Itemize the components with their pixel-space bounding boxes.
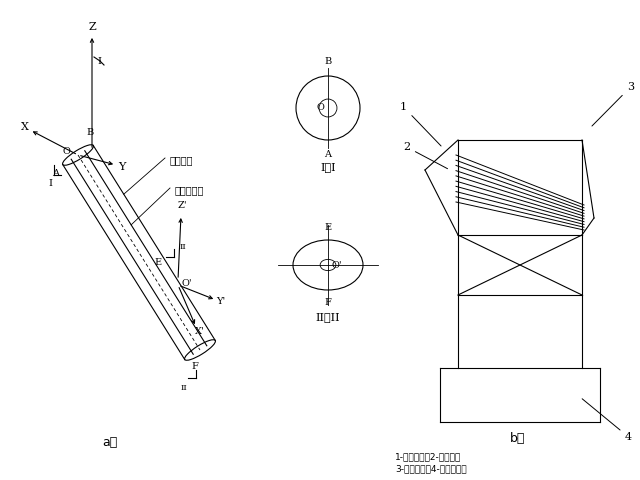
Text: Y': Y' — [216, 298, 226, 307]
Text: 3: 3 — [592, 82, 634, 126]
Text: F: F — [191, 362, 198, 371]
Text: Z: Z — [88, 22, 96, 32]
Text: X': X' — [195, 327, 205, 336]
Text: b）: b） — [510, 432, 525, 444]
Text: A: A — [52, 168, 60, 178]
Text: 锚固中心线: 锚固中心线 — [175, 185, 204, 195]
Text: E: E — [324, 223, 332, 232]
Text: B: B — [324, 57, 332, 66]
Text: a）: a） — [102, 435, 118, 448]
Text: 2: 2 — [403, 142, 447, 168]
Text: 1: 1 — [400, 102, 441, 146]
Text: II: II — [180, 243, 187, 251]
Text: O': O' — [182, 278, 193, 288]
Text: Y: Y — [118, 162, 125, 172]
Text: O: O — [316, 104, 324, 112]
Text: I－I: I－I — [320, 162, 336, 172]
Text: 1-拉索导管；2-固定架；: 1-拉索导管；2-固定架； — [395, 452, 461, 461]
Text: E: E — [155, 258, 162, 267]
Text: I: I — [48, 179, 52, 188]
Text: II: II — [180, 384, 188, 392]
Text: 4: 4 — [582, 399, 632, 442]
Text: X: X — [21, 122, 29, 132]
Text: O: O — [62, 146, 70, 156]
Text: Z': Z' — [177, 201, 187, 210]
Text: 3-劲性骨架；4-已浇索塔。: 3-劲性骨架；4-已浇索塔。 — [395, 464, 467, 473]
Text: B: B — [86, 128, 93, 137]
Text: I: I — [97, 58, 101, 67]
Text: O': O' — [331, 261, 342, 269]
Text: A: A — [324, 150, 332, 159]
Text: F: F — [324, 298, 332, 307]
Text: 拉索导管: 拉索导管 — [170, 155, 193, 165]
Text: II－II: II－II — [316, 312, 340, 322]
